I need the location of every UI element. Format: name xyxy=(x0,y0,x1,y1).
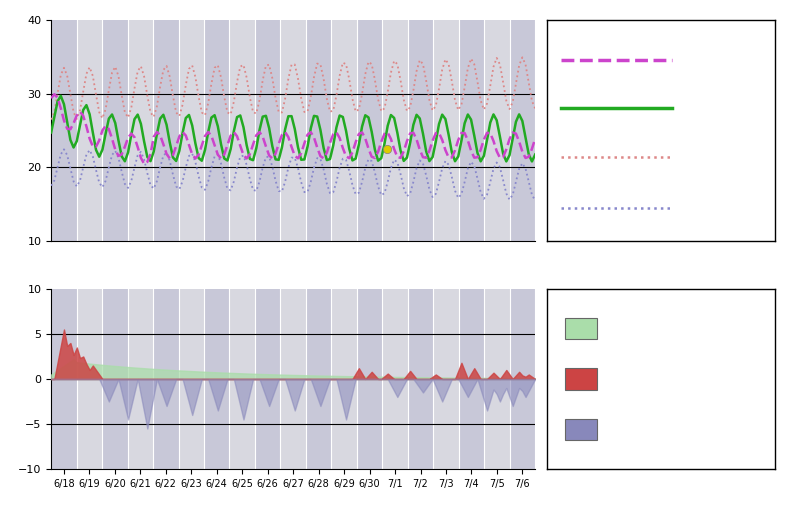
Bar xyxy=(306,20,331,241)
Bar xyxy=(565,419,597,440)
Bar xyxy=(484,289,510,469)
Bar xyxy=(434,20,459,241)
Bar xyxy=(153,289,179,469)
Bar xyxy=(459,289,484,469)
Bar xyxy=(306,289,331,469)
Bar xyxy=(255,20,280,241)
Bar xyxy=(357,289,382,469)
Bar xyxy=(230,289,255,469)
Bar xyxy=(179,20,204,241)
Bar xyxy=(382,289,408,469)
Bar xyxy=(127,20,153,241)
Bar xyxy=(484,20,510,241)
Bar xyxy=(179,289,204,469)
Bar xyxy=(76,20,102,241)
Bar xyxy=(127,289,153,469)
Bar xyxy=(204,20,230,241)
Bar xyxy=(102,289,127,469)
Bar xyxy=(408,289,434,469)
Bar xyxy=(357,20,382,241)
Bar xyxy=(434,289,459,469)
Bar xyxy=(331,289,357,469)
Bar xyxy=(204,289,230,469)
Bar xyxy=(102,20,127,241)
Bar xyxy=(459,20,484,241)
Bar xyxy=(331,20,357,241)
Bar xyxy=(510,20,535,241)
Bar xyxy=(230,20,255,241)
Bar xyxy=(153,20,179,241)
Bar xyxy=(51,20,76,241)
Bar xyxy=(565,318,597,339)
Bar xyxy=(280,20,306,241)
Bar xyxy=(565,368,597,390)
Bar xyxy=(51,289,76,469)
Bar xyxy=(382,20,408,241)
Bar xyxy=(510,289,535,469)
Bar xyxy=(255,289,280,469)
Bar xyxy=(408,20,434,241)
Bar xyxy=(76,289,102,469)
Bar xyxy=(280,289,306,469)
